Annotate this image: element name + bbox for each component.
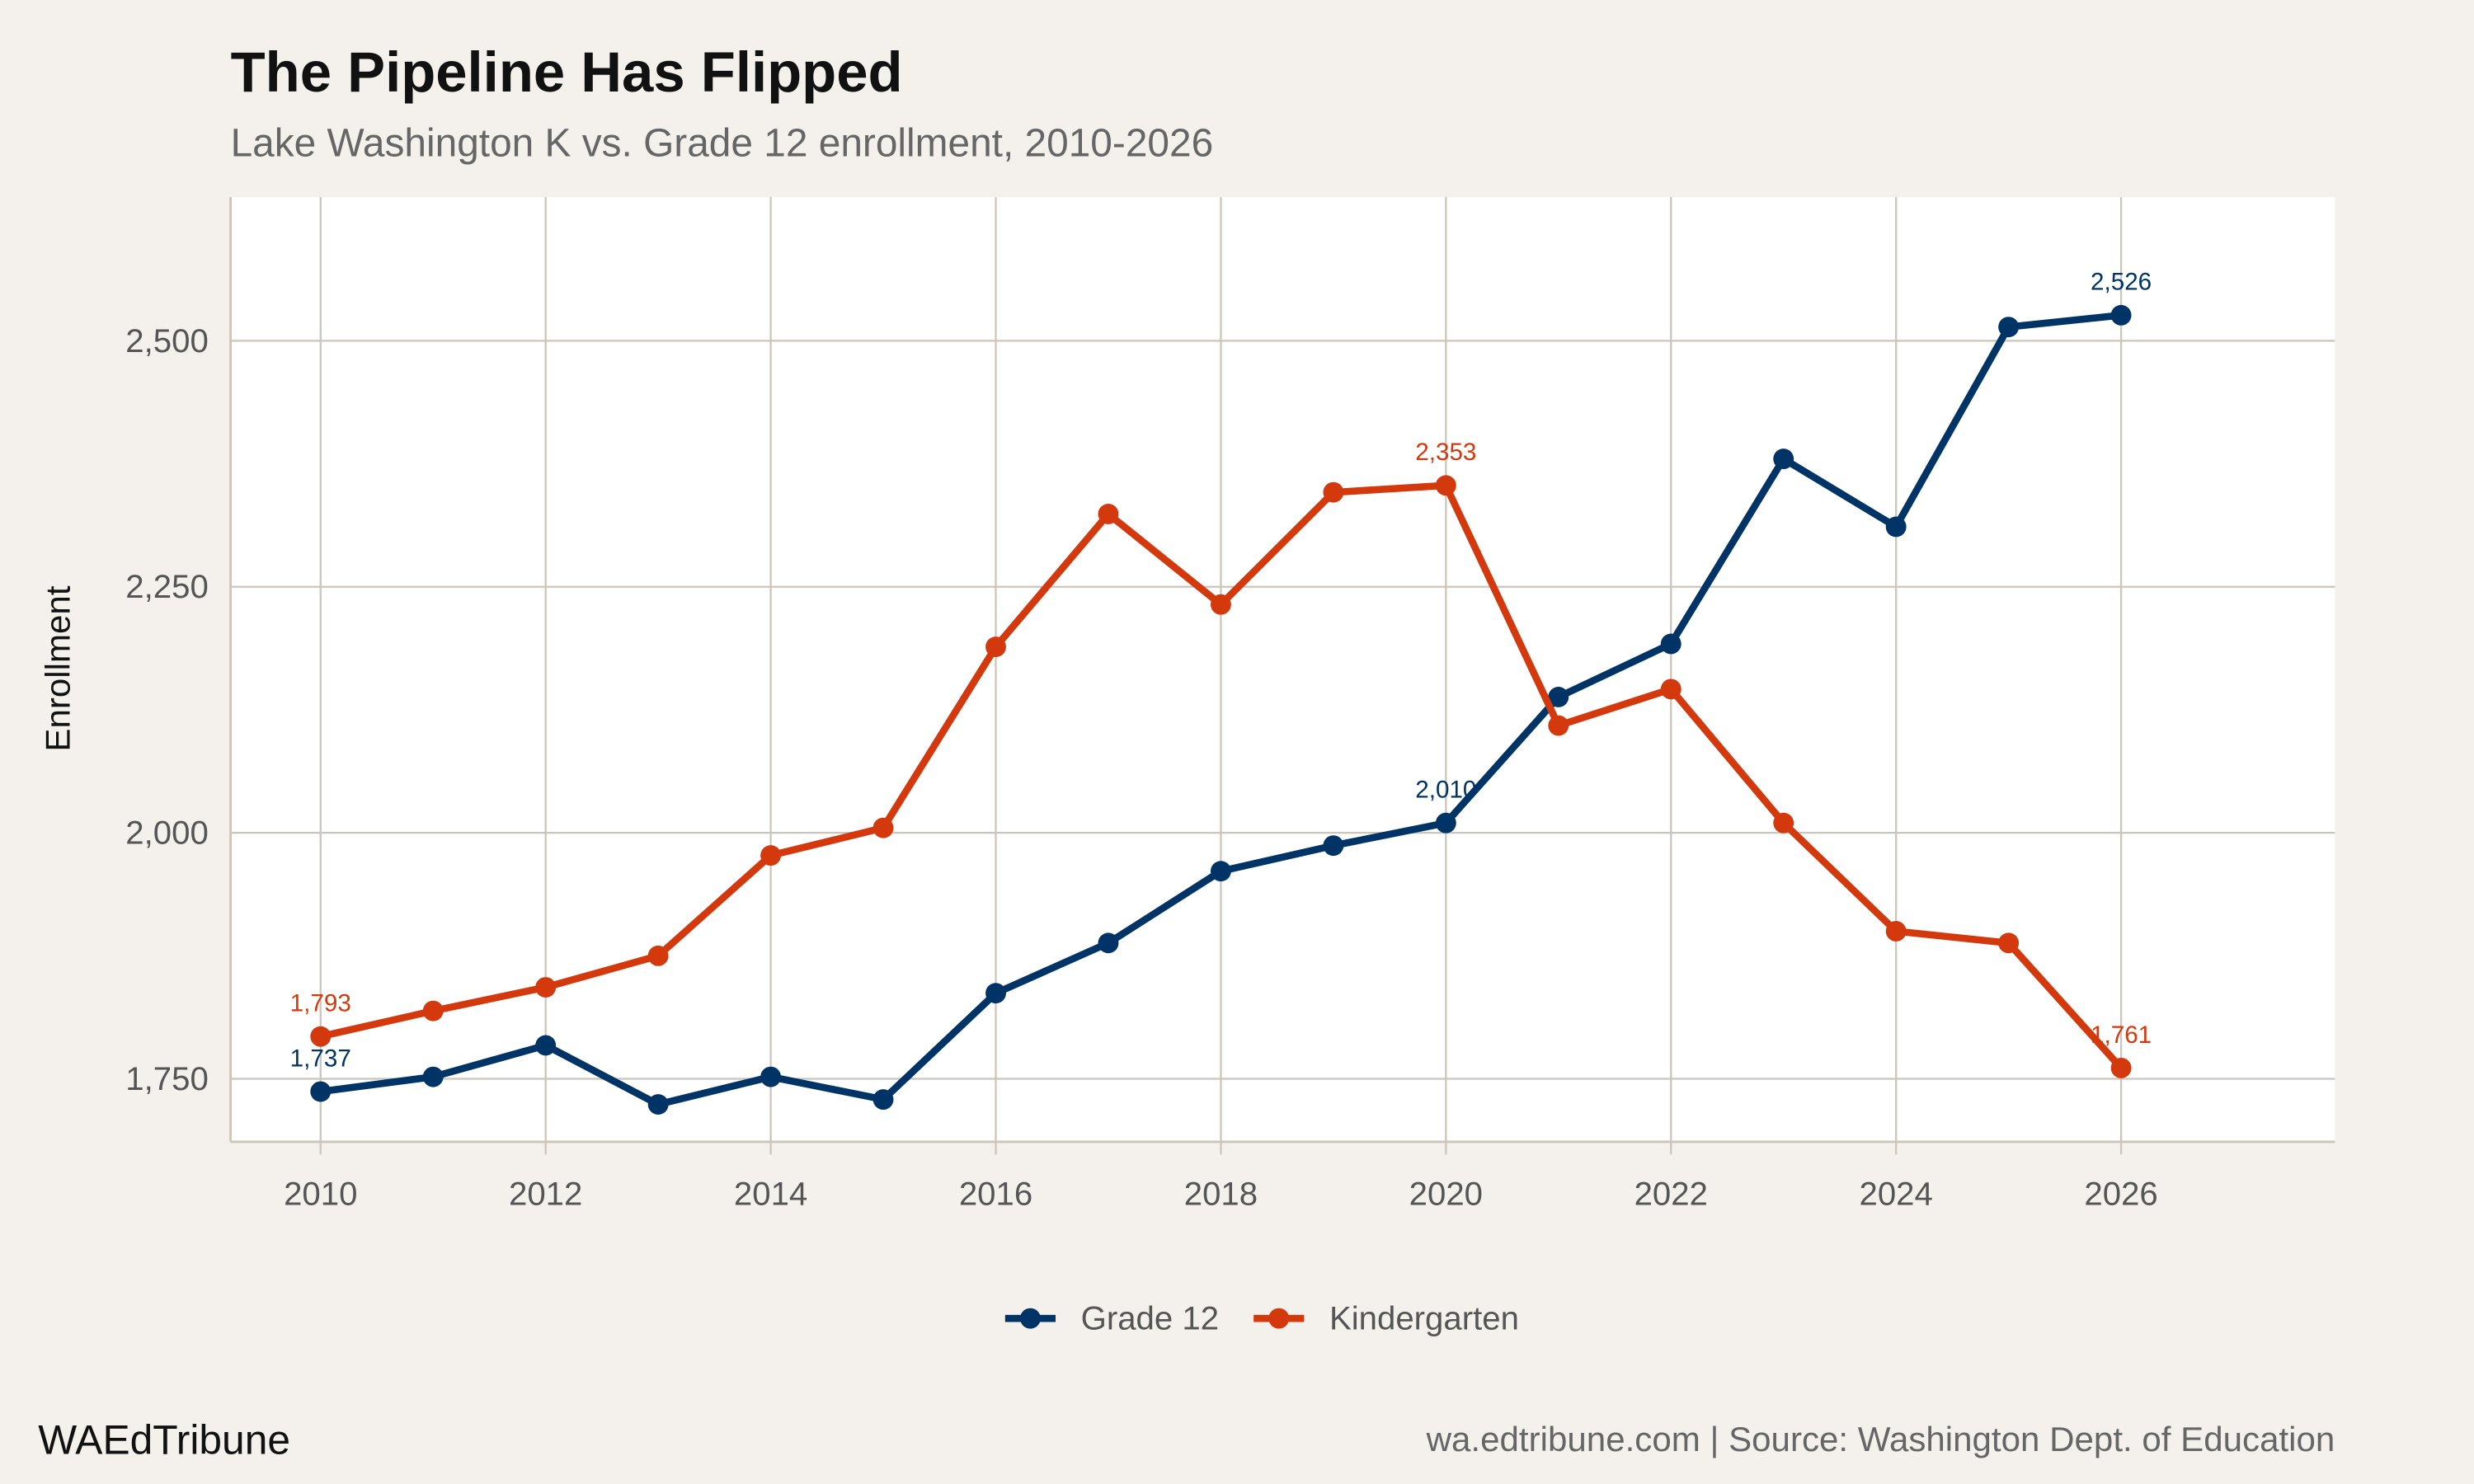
x-tick-label: 2022 xyxy=(1634,1175,1708,1212)
data-point xyxy=(1773,812,1794,834)
x-tick-label: 2026 xyxy=(2084,1175,2157,1212)
x-axis: 2010 2012 2014 2016 2018 2020 2022 2024 2026 xyxy=(284,1175,2158,1212)
data-point xyxy=(872,1089,894,1111)
y-tick-label: 2,250 xyxy=(125,568,208,605)
plot-area xyxy=(230,197,2335,1142)
data-point xyxy=(2110,304,2132,326)
data-point xyxy=(1548,686,1569,707)
data-point xyxy=(760,1066,782,1087)
data-point xyxy=(1098,932,1119,954)
chart-title: The Pipeline Has Flipped xyxy=(231,40,903,104)
brand-logo: WAEdTribune xyxy=(38,1417,290,1463)
data-point xyxy=(535,977,557,998)
data-point xyxy=(760,845,782,866)
data-point xyxy=(535,1035,557,1056)
data-point xyxy=(2110,1057,2132,1078)
data-label: 2,353 xyxy=(1415,439,1476,466)
data-point xyxy=(422,1066,444,1087)
data-point xyxy=(422,1000,444,1021)
data-point xyxy=(1098,503,1119,524)
x-tick-label: 2024 xyxy=(1859,1175,1932,1212)
x-tick-label: 2016 xyxy=(959,1175,1032,1212)
x-tick-label: 2014 xyxy=(734,1175,807,1212)
legend-key-point xyxy=(1268,1308,1290,1329)
x-tick-label: 2012 xyxy=(509,1175,582,1212)
legend-key-point xyxy=(1019,1308,1041,1329)
y-axis-title: Enrollment xyxy=(38,585,77,751)
data-point xyxy=(310,1026,332,1047)
data-point xyxy=(310,1081,332,1102)
data-point xyxy=(1210,861,1231,882)
data-point xyxy=(1210,594,1231,615)
data-label: 2,526 xyxy=(2091,269,2152,296)
data-point xyxy=(1548,715,1569,736)
data-point xyxy=(1998,317,2020,338)
data-point xyxy=(1435,812,1456,834)
x-tick-label: 2018 xyxy=(1184,1175,1258,1212)
data-point xyxy=(1660,633,1681,655)
legend-label: Grade 12 xyxy=(1081,1300,1219,1337)
data-point xyxy=(647,1094,669,1115)
legend-label: Kindergarten xyxy=(1329,1300,1519,1337)
data-point xyxy=(1885,516,1907,538)
data-point xyxy=(647,945,669,966)
source-caption: wa.edtribune.com | Source: Washington De… xyxy=(1426,1420,2335,1458)
y-tick-label: 1,750 xyxy=(125,1060,208,1097)
data-point xyxy=(1323,481,1344,503)
x-tick-label: 2010 xyxy=(284,1175,357,1212)
data-label: 1,737 xyxy=(290,1045,351,1072)
chart-subtitle: Lake Washington K vs. Grade 12 enrollmen… xyxy=(231,121,1214,165)
data-point xyxy=(985,636,1006,657)
data-point xyxy=(1435,475,1456,496)
x-tick-label: 2020 xyxy=(1409,1175,1483,1212)
data-point xyxy=(985,983,1006,1004)
legend: Grade 12 Kindergarten xyxy=(1004,1300,1519,1337)
data-point xyxy=(1885,921,1907,942)
data-point xyxy=(1773,448,1794,470)
y-axis: 1,750 2,000 2,250 2,500 xyxy=(125,322,208,1097)
gridlines xyxy=(229,197,2335,1155)
data-label: 1,793 xyxy=(290,990,351,1017)
series-lines xyxy=(310,304,2132,1115)
y-tick-label: 2,000 xyxy=(125,815,208,852)
data-point xyxy=(1998,932,2020,954)
data-point xyxy=(872,817,894,838)
data-point xyxy=(1323,835,1344,857)
data-point xyxy=(1660,679,1681,700)
y-tick-label: 2,500 xyxy=(125,322,208,359)
